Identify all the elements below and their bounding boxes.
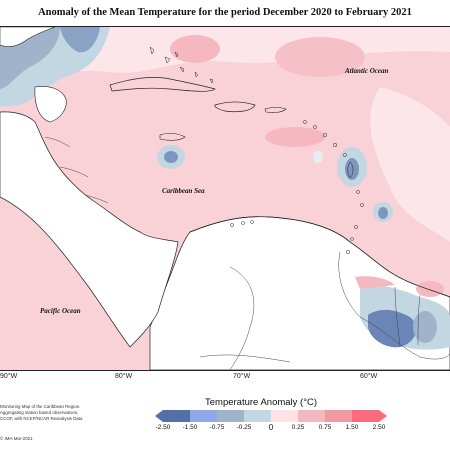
legend-ticks: -2.50 -1.50 -0.75 -0.25 0 0.25 0.75 1.50 2.50	[155, 423, 387, 434]
yucatan-land	[34, 86, 67, 123]
cool-anomaly-zone	[60, 27, 100, 53]
north-america-land	[0, 27, 56, 47]
legend-arrow-left	[155, 410, 163, 422]
hispaniola-outline	[214, 101, 256, 113]
puerto-rico-outline	[264, 107, 287, 113]
caribbean-sea-label: Caribbean Sea	[162, 187, 205, 195]
cool-anomaly-spot	[413, 311, 437, 343]
pacific-ocean-label: Pacific Ocean	[40, 307, 81, 315]
warm-anomaly-spot	[170, 35, 220, 63]
cool-anomaly-spot	[345, 158, 359, 180]
credit-line: CCOF, with NCEP/NCAR Reanalysis Data	[0, 416, 83, 422]
country-border	[394, 286, 401, 348]
map-canvas	[0, 27, 450, 370]
legend-title: Temperature Anomaly (°C)	[205, 397, 318, 408]
country-border	[229, 266, 255, 370]
legend-tick-label: 0	[268, 423, 274, 432]
country-border	[84, 194, 109, 204]
credit-line: Monitoring Map of the Caribbean Region.	[0, 404, 81, 409]
lesser-antilles-islands	[303, 120, 364, 255]
jamaica-outline	[159, 132, 186, 141]
abc-islands	[230, 220, 254, 227]
legend-tick-label: 2.50	[372, 424, 386, 431]
country-border	[199, 354, 291, 363]
map-title: Anomaly of the Mean Temperature for the …	[38, 7, 412, 18]
legend-arrow-right	[379, 410, 387, 422]
cool-anomaly-spot	[164, 151, 178, 163]
legend-tick-label: 0.75	[318, 424, 332, 431]
temperature-anomaly-map: Atlantic Ocean Caribbean Sea Pacific Oce…	[0, 26, 450, 371]
atlantic-ocean-label: Atlantic Ocean	[345, 67, 389, 75]
longitude-label-90w: 90°W	[0, 373, 18, 380]
cool-anomaly-spot	[378, 207, 388, 219]
country-border	[359, 316, 450, 360]
longitude-label-80w: 80°W	[115, 373, 133, 380]
legend-tick-label: -0.25	[236, 424, 252, 431]
warm-anomaly-spot	[275, 37, 365, 77]
legend-tick-label: -1.50	[182, 424, 198, 431]
legend-color-segment	[298, 410, 326, 422]
central-america-land	[0, 111, 179, 348]
south-america-coastline	[189, 216, 450, 298]
credit-date: © IMH Mar-2021	[0, 436, 33, 441]
credit-text: Monitoring Map of the Caribbean Region. …	[0, 404, 110, 423]
country-border	[44, 136, 71, 148]
country-border	[59, 166, 89, 178]
legend-color-segment	[244, 410, 272, 422]
cool-anomaly-spot	[313, 151, 323, 163]
light-anomaly-zone	[370, 87, 450, 242]
cuba-outline	[109, 77, 216, 92]
legend-tick-label: -0.75	[209, 424, 225, 431]
legend-color-segment	[325, 410, 353, 422]
legend-color-segment	[352, 410, 380, 422]
legend-colorbar	[155, 410, 387, 422]
legend-tick-label: -2.50	[155, 424, 171, 431]
longitude-label-60w: 60°W	[360, 373, 378, 380]
legend-color-segment	[163, 410, 191, 422]
legend-color-segment	[271, 410, 299, 422]
longitude-label-70w: 70°W	[233, 373, 251, 380]
legend-color-segment	[217, 410, 245, 422]
cool-anomaly-zone	[368, 309, 416, 348]
country-border	[417, 294, 421, 346]
warm-anomaly-spot	[265, 127, 325, 147]
legend-tick-label: 0.25	[291, 424, 305, 431]
credit-line: Aggregating station based observations,	[0, 410, 79, 416]
legend-tick-label: 1.50	[345, 424, 359, 431]
bahamas-islands	[149, 46, 214, 84]
warm-anomaly-spot	[416, 281, 444, 297]
country-border	[338, 251, 361, 318]
warm-anomaly-spot	[355, 276, 395, 289]
legend-color-segment	[190, 410, 218, 422]
